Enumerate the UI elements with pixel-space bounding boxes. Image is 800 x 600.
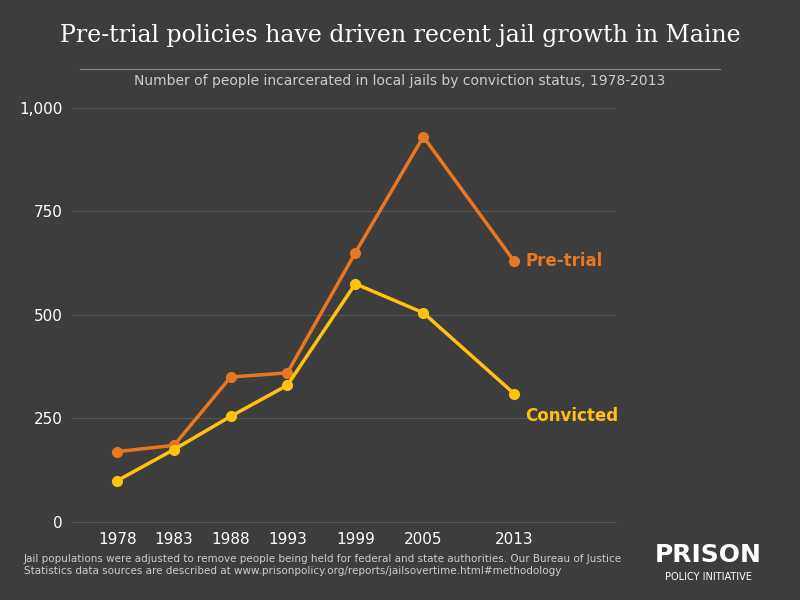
Text: Convicted: Convicted [526, 407, 618, 425]
Text: Pre-trial policies have driven recent jail growth in Maine: Pre-trial policies have driven recent ja… [60, 24, 740, 47]
Text: POLICY INITIATIVE: POLICY INITIATIVE [665, 572, 751, 582]
Text: Number of people incarcerated in local jails by conviction status, 1978-2013: Number of people incarcerated in local j… [134, 74, 666, 88]
Text: PRISON: PRISON [654, 543, 762, 567]
Text: Jail populations were adjusted to remove people being held for federal and state: Jail populations were adjusted to remove… [24, 554, 622, 576]
Text: Pre-trial: Pre-trial [526, 252, 602, 270]
